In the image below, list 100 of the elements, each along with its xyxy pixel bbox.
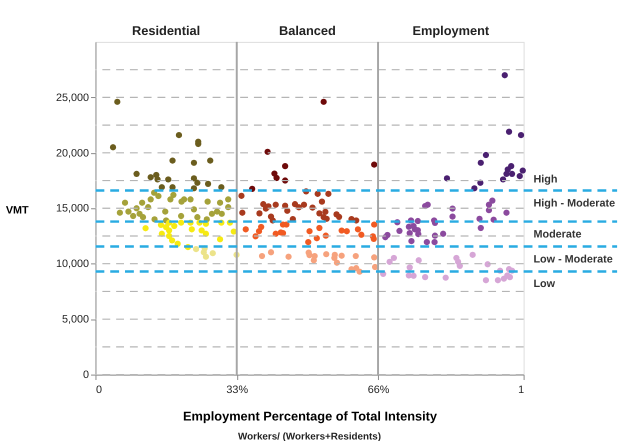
annotation: Low - Moderate <box>533 253 613 266</box>
point <box>358 232 364 238</box>
point <box>239 210 246 216</box>
point <box>352 252 359 260</box>
point <box>305 238 312 246</box>
point <box>273 174 280 182</box>
point <box>486 202 492 208</box>
point <box>171 222 178 230</box>
point <box>125 208 132 215</box>
point <box>148 196 154 203</box>
point <box>178 198 185 205</box>
point <box>408 238 415 244</box>
point <box>386 258 393 265</box>
point <box>506 128 512 135</box>
point <box>371 221 378 228</box>
point <box>415 231 422 238</box>
point <box>324 216 330 222</box>
point <box>225 196 232 203</box>
point <box>216 236 224 242</box>
point <box>285 254 292 260</box>
point <box>148 174 154 180</box>
point <box>198 227 205 234</box>
point <box>256 228 262 234</box>
point <box>167 196 174 203</box>
point <box>194 180 200 186</box>
point <box>320 98 327 105</box>
text: Balanced <box>278 23 336 38</box>
point <box>190 185 198 192</box>
x-tick-label: 1 <box>518 384 524 396</box>
annotation: High - Moderate <box>533 197 616 210</box>
point <box>190 175 198 182</box>
point <box>316 224 322 232</box>
point <box>470 252 476 258</box>
y-tick-label: 0 <box>83 369 90 382</box>
point <box>482 277 490 284</box>
point <box>471 185 478 192</box>
point <box>494 277 502 284</box>
point <box>208 210 216 217</box>
point <box>176 132 182 138</box>
point <box>440 230 446 237</box>
point <box>142 225 149 232</box>
point <box>162 208 168 215</box>
point <box>256 210 263 216</box>
point <box>442 274 449 281</box>
y-tick-label: 20,000 <box>56 147 90 160</box>
point <box>354 226 362 232</box>
point <box>310 257 317 264</box>
point <box>139 200 146 206</box>
point <box>194 214 200 220</box>
point <box>242 226 249 232</box>
text: Residential <box>132 23 200 38</box>
point <box>478 160 484 166</box>
point <box>133 170 140 177</box>
point <box>506 274 514 280</box>
point <box>476 216 483 222</box>
point <box>202 254 210 260</box>
point <box>416 257 422 264</box>
point <box>165 176 172 183</box>
point <box>116 210 123 216</box>
point <box>424 238 430 246</box>
y-tick-label: 25,000 <box>56 92 90 104</box>
point <box>414 218 421 224</box>
point <box>110 144 116 150</box>
point <box>410 272 417 279</box>
point <box>520 167 526 174</box>
x-tick-label: 0 <box>96 384 102 396</box>
point <box>190 160 198 166</box>
x-tick-label: 33% <box>226 384 248 396</box>
point <box>489 198 496 204</box>
annotation: High <box>533 174 558 186</box>
point <box>322 208 328 215</box>
text: Employment <box>412 23 490 38</box>
x-tick-label: 66% <box>368 384 390 396</box>
point <box>158 184 165 190</box>
annotation: Low <box>533 278 556 290</box>
point <box>207 157 214 164</box>
point <box>456 262 463 270</box>
y-tick-label: 5,000 <box>62 314 90 326</box>
point <box>169 157 176 164</box>
point <box>168 237 176 244</box>
point <box>166 232 172 240</box>
point <box>238 192 245 199</box>
point <box>187 196 194 203</box>
point <box>272 202 279 208</box>
point <box>390 254 397 262</box>
point <box>230 228 237 235</box>
point <box>406 264 413 271</box>
point <box>268 249 274 256</box>
point <box>338 252 345 259</box>
point <box>424 202 431 208</box>
point <box>478 224 484 232</box>
point <box>325 190 332 197</box>
annotation: Moderate <box>533 228 582 240</box>
point <box>140 214 146 220</box>
y-tick-label: 10,000 <box>56 258 90 270</box>
point <box>508 170 516 177</box>
point <box>344 228 350 234</box>
point <box>371 254 378 260</box>
y-axis-title: VMT <box>6 204 30 216</box>
point <box>282 163 288 170</box>
